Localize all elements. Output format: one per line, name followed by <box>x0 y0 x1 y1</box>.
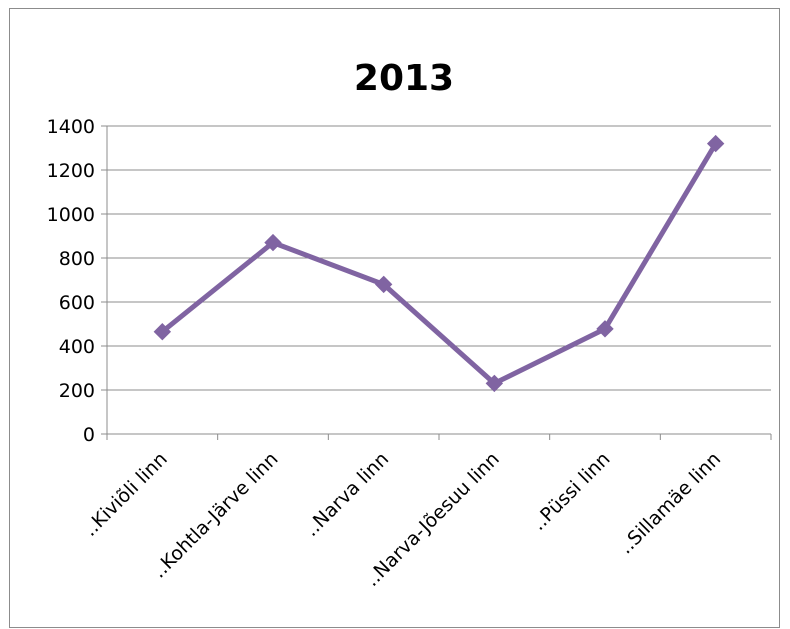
x-tick-label: ..Kohtla-Järve linn <box>148 448 283 583</box>
y-tick-label: 1400 <box>47 116 95 138</box>
axes <box>101 125 772 440</box>
gridlines <box>107 125 771 391</box>
y-tick-label: 800 <box>59 248 95 270</box>
chart-title: 2013 <box>354 58 454 99</box>
tick-labels: 0 200 400 600 800 1000 1200 1400 ..Kiviõli linn.… <box>47 116 726 591</box>
data-point-marker <box>596 320 614 338</box>
y-tick-label: 1000 <box>47 204 95 226</box>
y-tick-label: 400 <box>59 336 95 358</box>
x-tick-label: ..Sillamäe linn <box>615 448 725 558</box>
y-tick-label: 200 <box>59 380 95 402</box>
chart-frame: 2013 0 200 400 600 800 1000 1200 1400 ..Kiviõli … <box>9 8 780 628</box>
y-tick-label: 1200 <box>47 160 95 182</box>
y-tick-label: 600 <box>59 292 95 314</box>
x-tick-label: ..Kiviõli linn <box>79 448 172 541</box>
x-tick-label: ..Püssi linn <box>528 448 615 535</box>
line-chart: 2013 0 200 400 600 800 1000 1200 1400 ..Kiviõli … <box>47 58 772 591</box>
data-point-marker <box>264 233 282 252</box>
data-point-marker <box>374 275 393 294</box>
data-point-marker <box>485 374 504 393</box>
data-point-marker <box>706 134 725 153</box>
series-polyline <box>159 141 719 386</box>
y-tick-label: 0 <box>83 424 95 446</box>
x-tick-label: ..Narva linn <box>300 448 393 541</box>
series-line <box>153 134 725 393</box>
data-point-marker <box>153 322 172 341</box>
